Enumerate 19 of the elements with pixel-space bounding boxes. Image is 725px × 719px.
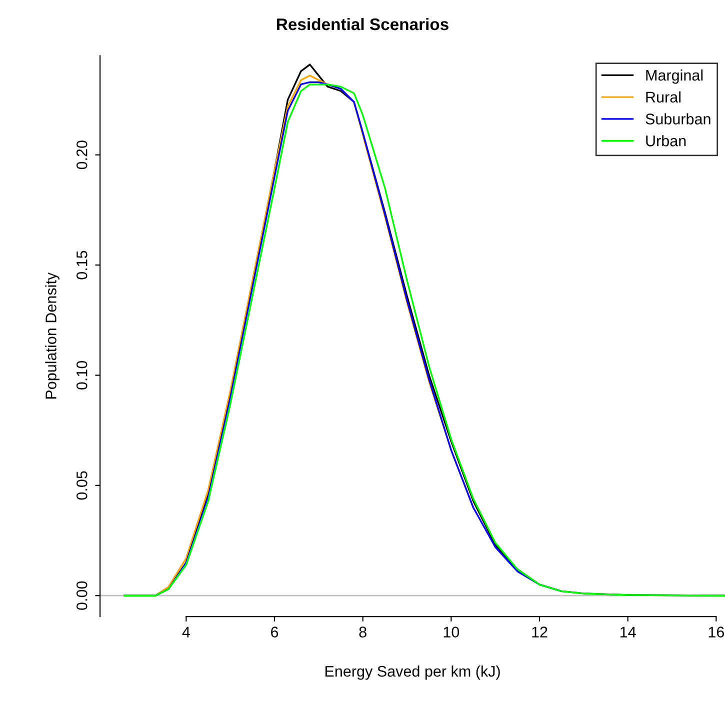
legend-label: Suburban	[646, 113, 710, 124]
x-tick-label: 4	[182, 626, 190, 638]
legend-label: Rural	[646, 91, 680, 103]
x-tick-label: 8	[359, 626, 366, 638]
chart-title: Residential Scenarios	[277, 18, 448, 30]
legend-label: Urban	[646, 135, 686, 146]
y-tick-label: 0.05	[76, 471, 88, 500]
x-tick-label: 12	[532, 626, 548, 638]
legend-label: Marginal	[646, 69, 703, 84]
x-tick-label: 10	[444, 626, 460, 638]
x-tick-label: 14	[620, 626, 636, 638]
y-tick-label: 0.00	[76, 581, 88, 610]
x-tick-label: 16	[708, 626, 724, 638]
y-axis-title: Population Density	[45, 272, 60, 399]
y-tick-label: 0.20	[76, 140, 88, 170]
x-tick-label: 6	[271, 626, 278, 638]
y-tick-label: 0.15	[76, 250, 88, 280]
x-axis-title: Energy Saved per km (kJ)	[325, 666, 500, 680]
y-tick-label: 0.10	[76, 360, 88, 390]
